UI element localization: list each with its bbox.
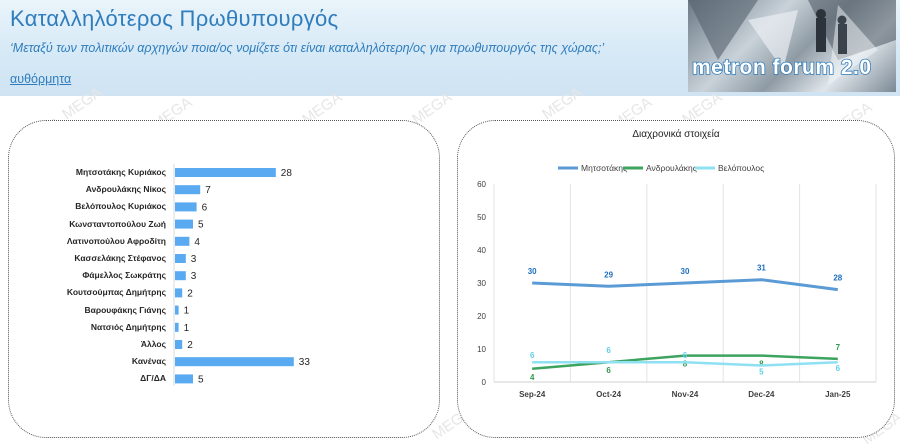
bar xyxy=(175,357,294,367)
bar xyxy=(175,254,186,263)
bar-category-label: Μητσοτάκης Κυριάκος xyxy=(75,167,166,177)
bar-value-label: 5 xyxy=(198,374,204,385)
metron-forum-logo: metron forum 2.0 xyxy=(688,0,896,92)
y-tick-label: 60 xyxy=(477,180,486,189)
bar xyxy=(175,340,183,349)
line-chart-panel: Διαχρονικά στοιχεία Μητσοτάκης Ανδρουλάκης… xyxy=(457,120,895,438)
y-tick-label: 10 xyxy=(477,345,486,354)
bar-value-label: 2 xyxy=(187,340,193,351)
data-label: 5 xyxy=(759,368,764,377)
bar-category-label: Φάμελλος Σωκράτης xyxy=(82,270,166,281)
bar-value-label: 2 xyxy=(187,288,193,299)
series-line xyxy=(532,354,838,371)
legend-label: Ανδρουλάκης xyxy=(646,163,697,173)
bar xyxy=(175,202,197,212)
legend-label: Μητσοτάκης xyxy=(581,163,627,173)
y-tick-label: 0 xyxy=(482,378,487,387)
data-label: 6 xyxy=(836,364,841,373)
y-tick-label: 20 xyxy=(477,312,486,321)
bar xyxy=(175,236,190,246)
bar xyxy=(175,219,193,229)
bar xyxy=(175,305,179,315)
bar xyxy=(175,322,179,332)
bar-value-label: 4 xyxy=(194,237,200,248)
bar-value-label: 5 xyxy=(198,220,204,231)
header-banner: Καταλληλότερος Πρωθυπουργός ‘Μεταξύ των … xyxy=(0,0,900,96)
y-tick-label: 30 xyxy=(477,279,486,288)
bar-category-label: Κωνσταντοπούλου Ζωή xyxy=(69,218,166,229)
page-subtitle: ‘Μεταξύ των πολιτικών αρχηγών ποια/ος νο… xyxy=(10,41,605,55)
data-label: 29 xyxy=(604,270,613,279)
data-label: 6 xyxy=(683,351,688,360)
bar xyxy=(175,374,193,384)
data-label: 6 xyxy=(606,346,611,355)
data-label: 28 xyxy=(833,274,842,283)
bar-category-label: Λατινοπούλου Αφροδίτη xyxy=(66,235,166,246)
data-label: 8 xyxy=(683,360,688,369)
bar-value-label: 28 xyxy=(281,168,293,179)
y-tick-label: 50 xyxy=(477,213,486,222)
bar-category-labels: Μητσοτάκης Κυριάκος Ανδρουλάκης Νίκος Βελό… xyxy=(9,121,172,437)
data-label: 8 xyxy=(759,360,764,369)
x-tick-label: Oct-24 xyxy=(596,390,621,399)
series-line xyxy=(532,360,838,367)
data-label: 6 xyxy=(530,351,535,360)
line-chart: Διαχρονικά στοιχεία Μητσοτάκης Ανδρουλάκης… xyxy=(477,128,877,399)
x-tick-label: Sep-24 xyxy=(519,390,546,399)
bar-category-label: Κανένας xyxy=(131,356,166,367)
bar xyxy=(175,168,276,177)
bar-category-label: Νατσιός Δημήτρης xyxy=(90,321,166,332)
bar-category-label: Ανδρουλάκης Νίκος xyxy=(85,184,166,195)
data-label: 30 xyxy=(528,267,537,276)
page-title: Καταλληλότερος Πρωθυπουργός xyxy=(10,6,339,31)
subtitle-link[interactable]: αυθόρμητα xyxy=(10,72,72,86)
bar-category-label: Βαρουφάκης Γιάνης xyxy=(84,304,166,315)
line-chart-title: Διαχρονικά στοιχεία xyxy=(632,128,720,140)
bar-chart-panel: Μητσοτάκης Κυριάκος Ανδρουλάκης Νίκος Βελό… xyxy=(8,120,440,438)
data-label: 30 xyxy=(681,267,690,276)
bar-value-label: 1 xyxy=(184,323,190,334)
y-tick-label: 40 xyxy=(477,246,486,255)
bar-category-label: Άλλος xyxy=(140,339,166,349)
bar-category-label: Κουτσούμπας Δημήτρης xyxy=(66,287,166,298)
data-label: 31 xyxy=(757,264,766,273)
bar-category-label: ΔΓ/ΔΑ xyxy=(140,373,166,384)
bar-category-label: Βελόπουλος Κυριάκος xyxy=(75,201,166,212)
bar-value-label: 6 xyxy=(202,202,208,213)
bar-value-label: 3 xyxy=(191,271,197,282)
data-label: 4 xyxy=(530,373,535,382)
data-label: 6 xyxy=(606,366,611,375)
bar-value-label: 7 xyxy=(205,185,211,196)
bar xyxy=(175,271,186,281)
bar xyxy=(175,185,201,195)
logo-text: metron forum 2.0 xyxy=(691,55,872,80)
bar-value-label: 1 xyxy=(184,306,190,317)
series-line xyxy=(532,278,838,292)
x-tick-label: Nov-24 xyxy=(672,390,699,399)
x-tick-label: Jan-25 xyxy=(825,390,851,399)
bar-value-label: 3 xyxy=(191,254,197,265)
x-tick-label: Dec-24 xyxy=(748,390,775,399)
bar xyxy=(175,288,183,298)
bar-value-label: 33 xyxy=(299,357,311,368)
bar-category-label: Κασσελάκης Στέφανος xyxy=(74,253,166,263)
data-label: 7 xyxy=(836,343,841,352)
logo-photo-icon xyxy=(688,0,896,85)
legend-label: Βελόπουλος xyxy=(718,163,764,173)
